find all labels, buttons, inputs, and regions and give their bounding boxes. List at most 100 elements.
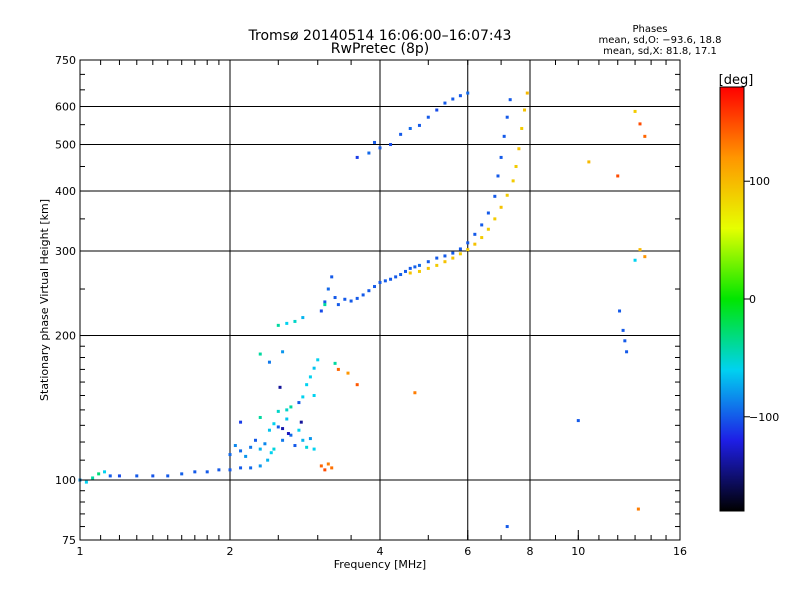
echo-point [281, 350, 285, 354]
echo-point [451, 97, 455, 101]
echo-point [520, 126, 524, 130]
phase-stats-x: mean, sd,X: 81.8, 17.1 [603, 46, 717, 57]
echo-point [496, 174, 500, 178]
plot-frame [79, 59, 681, 541]
echo-point [285, 321, 289, 325]
x-tick-label: 10 [571, 545, 585, 558]
echo-point [258, 447, 262, 451]
colorbar-ticks: 100 0 −100 [744, 175, 779, 424]
echo-point [493, 194, 497, 198]
echo-point [367, 151, 371, 155]
echo-point [249, 466, 253, 470]
echo-point [355, 383, 359, 387]
x-tick-label: 1 [77, 545, 84, 558]
echo-point [267, 360, 271, 364]
echo-point [435, 263, 439, 267]
echo-point [523, 108, 527, 112]
x-tick-label: 2 [227, 545, 234, 558]
echo-point [486, 211, 490, 215]
echo-point [244, 454, 248, 458]
echo-point [466, 91, 470, 95]
echo-point [636, 507, 640, 511]
echo-point [505, 115, 509, 119]
echo-point [408, 266, 412, 270]
echo-point [480, 236, 484, 240]
y-tick-label: 75 [62, 534, 76, 547]
echo-point [166, 474, 170, 478]
echo-point [346, 371, 350, 375]
echo-point [638, 248, 642, 252]
echo-point [312, 366, 316, 370]
echo-point [403, 269, 407, 273]
echo-point [417, 263, 421, 267]
echo-point [486, 227, 490, 231]
y-axis-title: Stationary phase Virtual Height [km] [38, 199, 51, 401]
echo-point [336, 367, 340, 371]
echo-point [272, 447, 276, 451]
echo-point [349, 299, 353, 303]
echo-point [361, 293, 365, 297]
echo-point [239, 420, 243, 424]
echo-point [326, 287, 330, 291]
phase-stats-o: mean, sd,O: −93.6, 18.8 [599, 35, 722, 46]
echo-point [389, 143, 393, 147]
echo-point [301, 316, 305, 320]
echo-point [413, 265, 417, 269]
echo-point [343, 297, 347, 301]
echo-point [269, 451, 273, 455]
echo-point [84, 480, 88, 484]
echo-point [426, 260, 430, 264]
echo-point [272, 422, 276, 426]
colorbar-unit-label: [deg] [719, 73, 754, 88]
echo-point [625, 350, 629, 354]
x-axis-title: Frequency [MHz] [334, 558, 426, 571]
echo-point [301, 395, 305, 399]
echo-point [281, 438, 285, 442]
echo-point [108, 474, 112, 478]
echo-point [355, 296, 359, 300]
echo-point [297, 428, 301, 432]
echo-point [323, 300, 327, 304]
chart-subtitle: RwPretec (8p) [331, 41, 429, 57]
x-tick-label: 4 [377, 545, 384, 558]
echo-point [443, 101, 447, 105]
echo-point [299, 420, 303, 424]
echo-point [233, 444, 237, 448]
echo-point [473, 232, 477, 236]
echo-point [621, 328, 625, 332]
echo-point [435, 256, 439, 260]
echo-point [633, 258, 637, 262]
echo-point [399, 273, 403, 277]
echo-point [435, 108, 439, 112]
echo-point [276, 323, 280, 327]
echo-point [289, 433, 293, 437]
echo-point [258, 464, 262, 468]
echo-point [417, 123, 421, 127]
echo-point [367, 289, 371, 293]
echo-point [336, 303, 340, 307]
echo-point [297, 401, 301, 405]
echo-point [228, 453, 232, 457]
echo-point [330, 466, 334, 470]
echo-point [466, 248, 470, 252]
echo-point [253, 438, 257, 442]
echo-point [399, 132, 403, 136]
echo-point [473, 242, 477, 246]
echo-point [389, 277, 393, 281]
echo-point [517, 147, 521, 151]
y-tick-label: 600 [55, 101, 76, 114]
echo-point [316, 358, 320, 362]
echo-point [417, 269, 421, 273]
echo-point [514, 164, 518, 168]
echo-point [458, 94, 462, 98]
echo-point [394, 275, 398, 279]
echo-point [278, 385, 282, 389]
echo-point [263, 442, 267, 446]
colorbar: [deg] 100 0 −100 [719, 73, 779, 512]
echo-point [180, 472, 184, 476]
y-tick-label: 500 [55, 139, 76, 152]
echo-point [525, 91, 529, 95]
echo-point [276, 409, 280, 413]
echo-point [355, 155, 359, 159]
